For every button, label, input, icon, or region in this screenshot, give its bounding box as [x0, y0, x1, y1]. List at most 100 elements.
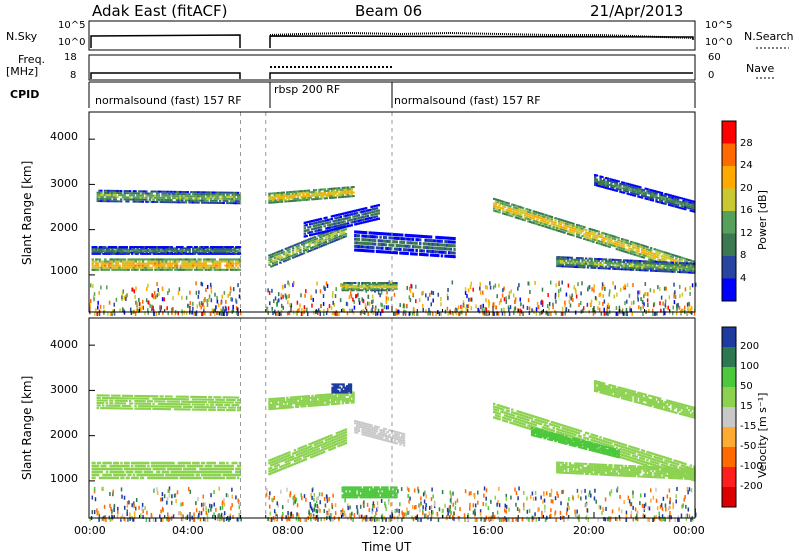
range-gate-cell [617, 262, 620, 265]
range-gate-cell [159, 251, 163, 254]
range-gate-cell [238, 268, 242, 271]
range-gate-cell [639, 188, 642, 191]
range-gate-cell [628, 266, 631, 269]
range-gate-cell [136, 264, 139, 267]
range-gate-cell [238, 202, 242, 205]
range-gate-cell [132, 246, 136, 249]
range-gate-cell [630, 243, 633, 246]
range-gate-cell [431, 242, 435, 246]
range-gate-cell [229, 258, 233, 261]
range-gate-cell [676, 255, 680, 258]
range-gate-cell [295, 199, 298, 202]
range-gate-cell [213, 250, 216, 253]
range-gate-cell [286, 247, 289, 250]
range-gate-cell [213, 262, 216, 265]
range-gate-cell [104, 251, 107, 254]
range-gate-cell [590, 266, 593, 269]
range-gate-cell [662, 263, 665, 266]
range-gate-cell [631, 253, 635, 256]
scatter-cell [366, 301, 369, 306]
range-gate-cell [568, 228, 572, 231]
range-gate-cell [622, 248, 626, 251]
range-gate-cell [114, 251, 118, 254]
range-gate-cell [293, 190, 296, 193]
range-gate-cell [539, 217, 543, 220]
range-gate-cell [107, 262, 111, 265]
range-gate-cell [202, 266, 206, 269]
range-gate-cell [238, 264, 242, 267]
range-gate-cell [91, 266, 94, 269]
range-gate-cell [131, 252, 134, 255]
range-gate-cell [236, 247, 240, 250]
range-gate-cell [693, 266, 696, 269]
range-gate-cell [433, 253, 436, 257]
range-gate-cell [630, 185, 633, 188]
range-gate-cell [633, 253, 637, 256]
range-gate-cell [631, 186, 635, 189]
range-gate-cell [339, 196, 343, 199]
range-gate-cell [521, 209, 525, 212]
range-gate-cell [288, 248, 291, 251]
range-gate-cell [595, 184, 599, 187]
range-gate-cell [222, 250, 225, 253]
colorbar-tick-label: -15 [740, 421, 757, 432]
range-gate-cell [689, 201, 692, 204]
scatter-cell [305, 517, 307, 522]
range-gate-cell [511, 210, 514, 213]
range-gate-cell [608, 238, 611, 241]
range-gate-cell [658, 249, 662, 252]
range-gate-cell [561, 221, 564, 224]
scatter-cell [684, 287, 687, 292]
range-gate-cell [687, 203, 691, 206]
range-gate-cell [388, 239, 391, 243]
range-gate-cell [330, 223, 334, 226]
range-gate-cell [172, 252, 175, 255]
range-gate-cell [584, 261, 588, 264]
range-gate-cell [303, 224, 307, 227]
range-gate-cell [577, 236, 581, 239]
range-gate-cell [164, 192, 168, 195]
range-gate-cell [597, 258, 601, 261]
scatter-cell [430, 302, 433, 307]
scatter-cell [485, 298, 487, 303]
range-gate-cell [658, 266, 662, 269]
freq-label: Freq. [18, 53, 46, 66]
range-gate-cell [314, 198, 318, 201]
range-gate-cell [685, 260, 689, 263]
range-gate-cell [399, 237, 402, 241]
range-gate-cell [584, 257, 588, 260]
range-gate-cell [334, 217, 337, 220]
scatter-cell [662, 311, 665, 316]
range-gate-cell [397, 247, 400, 251]
range-gate-cell [213, 197, 216, 200]
scatter-cell [432, 311, 434, 316]
range-gate-cell [390, 243, 393, 247]
scatter-cell [396, 508, 398, 513]
range-gate-cell [331, 238, 335, 241]
range-gate-cell [170, 266, 173, 269]
scatter-cell [547, 311, 549, 316]
range-gate-cell [338, 192, 341, 195]
range-gate-cell [612, 178, 615, 181]
range-gate-cell [628, 252, 631, 255]
range-gate-cell [500, 202, 503, 205]
range-gate-cell [273, 259, 277, 262]
range-gate-cell [233, 268, 236, 271]
range-gate-cell [361, 241, 364, 245]
range-gate-cell [175, 262, 179, 265]
nsky-tick-top: 10^5 [58, 20, 86, 31]
range-gate-cell [337, 235, 340, 238]
range-gate-cell [172, 197, 175, 200]
range-gate-cell [354, 248, 357, 252]
range-gate-cell [437, 246, 440, 250]
range-gate-cell [96, 247, 100, 250]
scatter-cell [322, 294, 325, 299]
range-gate-cell [664, 194, 667, 197]
range-gate-cell [664, 251, 667, 254]
range-gate-cell [664, 270, 667, 273]
range-gate-cell [319, 233, 322, 236]
range-gate-cell [603, 241, 606, 244]
range-gate-cell [649, 247, 653, 250]
range-gate-cell [337, 218, 341, 222]
range-gate-cell [236, 268, 240, 271]
